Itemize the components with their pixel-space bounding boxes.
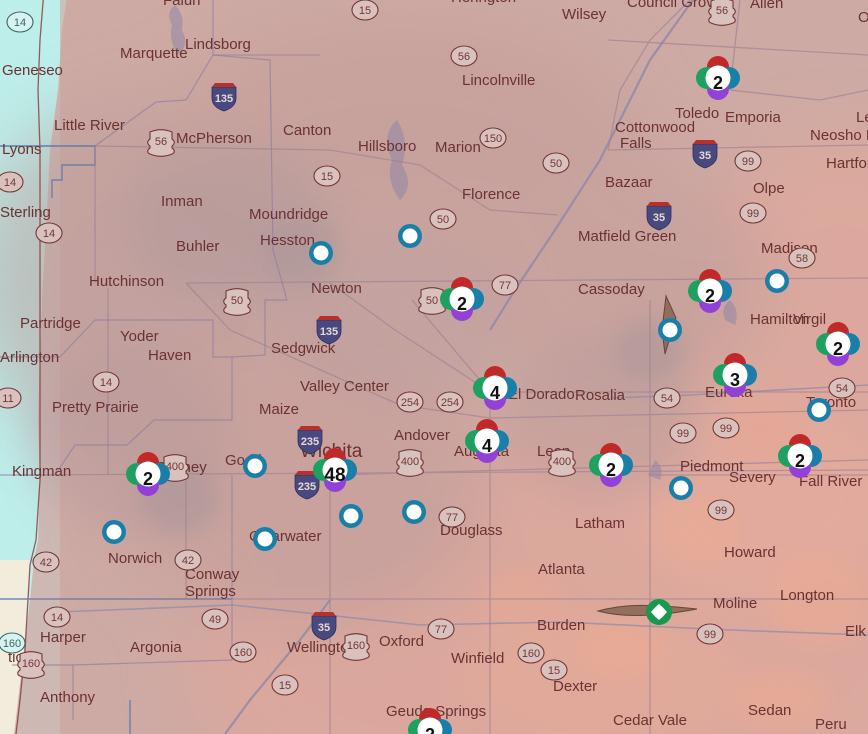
svg-text:4: 4 [482,436,492,456]
svg-text:48: 48 [324,465,345,486]
svg-text:2: 2 [606,460,616,480]
svg-text:4: 4 [490,383,500,403]
svg-text:2: 2 [713,73,723,93]
svg-text:2: 2 [425,725,435,734]
svg-text:2: 2 [457,294,467,314]
svg-text:2: 2 [795,451,805,471]
svg-text:2: 2 [143,469,153,489]
svg-text:2: 2 [833,339,843,359]
svg-text:2: 2 [705,286,715,306]
svg-text:3: 3 [730,370,740,390]
